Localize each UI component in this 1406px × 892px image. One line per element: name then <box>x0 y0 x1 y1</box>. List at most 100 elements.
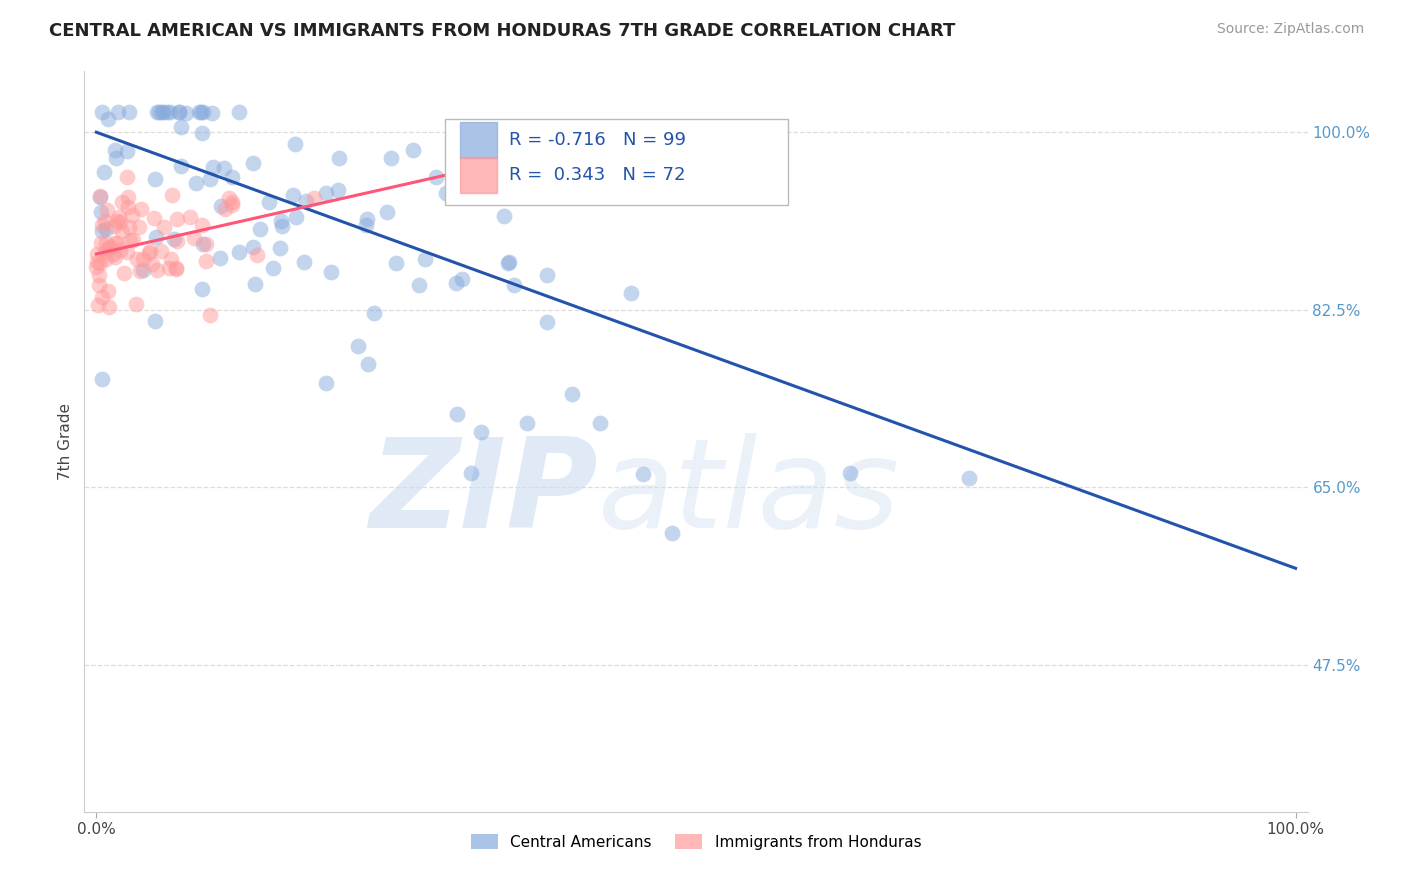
Point <box>108 211 131 225</box>
Point <box>91 290 114 304</box>
Point <box>94 235 117 250</box>
Point <box>125 296 148 310</box>
Point <box>115 169 138 184</box>
Point <box>209 199 232 213</box>
Point <box>492 209 515 223</box>
Point <box>125 252 148 267</box>
Point <box>110 195 132 210</box>
Point <box>90 104 112 119</box>
Point <box>160 252 183 266</box>
Point <box>183 230 205 244</box>
Point <box>90 372 112 386</box>
Point <box>319 265 342 279</box>
Point <box>193 236 215 251</box>
Point <box>434 186 457 200</box>
Point <box>105 151 128 165</box>
Point <box>104 143 127 157</box>
Point <box>174 106 197 120</box>
Point <box>110 224 132 238</box>
Point <box>363 306 385 320</box>
Text: ZIP: ZIP <box>370 433 598 554</box>
Point <box>190 104 212 119</box>
Point <box>150 244 173 258</box>
Point <box>156 104 179 119</box>
Point <box>122 234 145 248</box>
Point <box>143 314 166 328</box>
Text: Source: ZipAtlas.com: Source: ZipAtlas.com <box>1216 22 1364 37</box>
Point <box>191 104 214 119</box>
Point <box>228 104 250 119</box>
Point <box>167 104 190 119</box>
Point <box>347 339 370 353</box>
Point <box>91 224 114 238</box>
Point <box>105 236 128 251</box>
Point <box>179 210 201 224</box>
Point <box>132 252 155 266</box>
Point <box>90 205 112 219</box>
Point <box>375 205 398 219</box>
Point <box>446 407 468 421</box>
Point <box>157 260 180 275</box>
Point <box>87 268 110 282</box>
Point <box>242 156 264 170</box>
Point <box>105 213 128 227</box>
Point <box>446 276 468 290</box>
Point <box>97 241 120 255</box>
Point <box>460 466 482 480</box>
Point <box>218 191 240 205</box>
Point <box>957 471 980 485</box>
Point <box>101 247 124 261</box>
Point <box>117 200 139 214</box>
Point <box>384 256 406 270</box>
Point <box>152 104 174 119</box>
Point <box>536 268 558 282</box>
Point <box>198 308 221 322</box>
Point <box>87 298 110 312</box>
Point <box>221 169 243 184</box>
FancyBboxPatch shape <box>460 122 496 158</box>
Point <box>228 244 250 259</box>
Point <box>94 244 117 259</box>
Point <box>292 254 315 268</box>
Point <box>107 104 129 119</box>
Point <box>195 237 218 252</box>
Point <box>115 144 138 158</box>
Point <box>139 244 162 259</box>
Point <box>631 467 654 482</box>
Point <box>117 104 139 119</box>
Point <box>209 252 232 266</box>
Point <box>86 260 108 275</box>
Point <box>380 151 402 165</box>
Point <box>295 194 318 209</box>
Point <box>96 222 118 236</box>
Point <box>167 104 190 119</box>
Point <box>162 232 184 246</box>
Point <box>96 112 118 127</box>
Point <box>425 170 447 185</box>
Point <box>838 467 860 481</box>
Point <box>89 190 111 204</box>
Point <box>104 236 127 251</box>
Point <box>90 236 112 251</box>
Point <box>191 283 214 297</box>
Point <box>86 246 108 260</box>
Point <box>170 159 193 173</box>
Point <box>257 195 280 210</box>
Point <box>165 261 187 276</box>
Y-axis label: 7th Grade: 7th Grade <box>58 403 73 480</box>
Point <box>242 240 264 254</box>
Point <box>281 187 304 202</box>
Point <box>93 165 115 179</box>
Point <box>132 262 155 277</box>
Point <box>561 386 583 401</box>
Point <box>195 254 218 268</box>
Point <box>284 211 307 225</box>
Point <box>184 176 207 190</box>
Point <box>200 106 222 120</box>
Point <box>315 376 337 390</box>
Point <box>159 104 181 119</box>
Point <box>246 247 269 261</box>
Point <box>661 526 683 541</box>
Point <box>89 255 111 269</box>
Point <box>354 218 377 232</box>
